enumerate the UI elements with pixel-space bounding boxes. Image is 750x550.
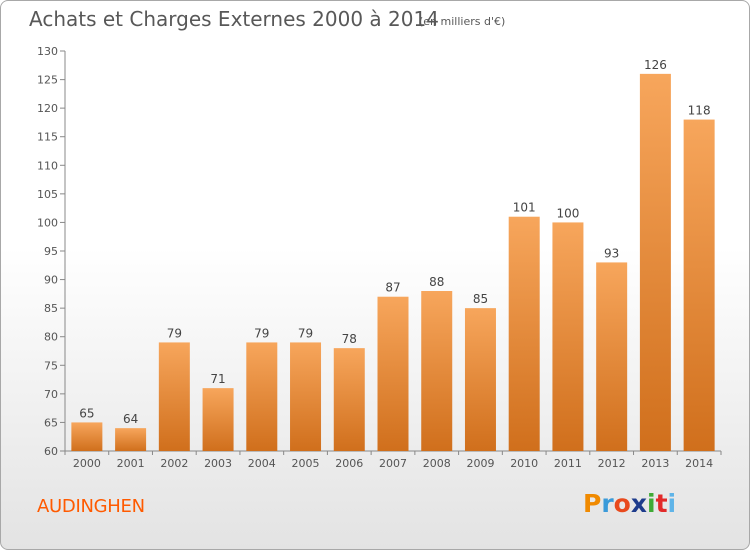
x-tick-label: 2009 (466, 457, 494, 470)
bar-value-label: 65 (79, 406, 94, 420)
logo-letter: P (583, 489, 602, 518)
y-tick-label: 105 (37, 188, 58, 201)
bar-value-label: 101 (513, 201, 536, 215)
y-tick-label: 130 (37, 45, 58, 58)
logo-letter: o (613, 489, 631, 518)
bar (421, 291, 453, 451)
logo-letter: r (601, 489, 614, 518)
x-tick-label: 2014 (685, 457, 713, 470)
commune-name: AUDINGHEN (37, 496, 145, 517)
y-tick-label: 95 (44, 245, 58, 258)
chart-unit: (en milliers d'€) (419, 15, 506, 28)
x-tick-label: 2002 (160, 457, 188, 470)
y-tick-label: 90 (44, 274, 58, 287)
bar-value-label: 79 (298, 326, 313, 340)
x-tick-label: 2006 (335, 457, 363, 470)
bar-value-label: 79 (254, 326, 269, 340)
bar (290, 342, 322, 451)
bar-value-label: 71 (210, 372, 225, 386)
bar (202, 388, 234, 451)
bar-value-label: 93 (604, 246, 619, 260)
bar (464, 308, 496, 451)
bar-value-label: 79 (167, 326, 182, 340)
bar-value-label: 64 (123, 412, 138, 426)
x-tick-label: 2010 (510, 457, 538, 470)
x-tick-label: 2003 (204, 457, 232, 470)
y-tick-label: 110 (37, 159, 58, 172)
bar (158, 342, 190, 451)
logo-letter: t (655, 489, 668, 518)
bar (377, 296, 409, 451)
bar-value-label: 78 (342, 332, 357, 346)
y-tick-label: 100 (37, 216, 58, 229)
y-tick-label: 60 (44, 445, 58, 458)
y-tick-label: 85 (44, 302, 58, 315)
bar (71, 422, 103, 451)
x-tick-label: 2012 (598, 457, 626, 470)
bar-value-label: 88 (429, 275, 444, 289)
y-tick-label: 80 (44, 331, 58, 344)
x-tick-label: 2001 (117, 457, 145, 470)
y-tick-label: 120 (37, 102, 58, 115)
y-tick-label: 70 (44, 388, 58, 401)
bar (115, 428, 147, 451)
x-tick-label: 2011 (554, 457, 582, 470)
bar (596, 262, 628, 451)
x-tick-label: 2013 (641, 457, 669, 470)
bar-value-label: 85 (473, 292, 488, 306)
logo-letter: x (630, 489, 647, 518)
y-axis: 60 65 70 75 80 85 90 95 100 105 110 115 120 125 130 (37, 45, 66, 458)
x-tick-label: 2008 (423, 457, 451, 470)
y-tick-label: 65 (44, 416, 58, 429)
logo-letter: i (647, 489, 656, 518)
chart-title: Achats et Charges Externes 2000 à 2014 (29, 7, 439, 31)
proxiti-logo: Proxiti (583, 489, 676, 518)
bar-value-label: 118 (688, 104, 711, 118)
bar (508, 216, 540, 451)
bar-value-label: 126 (644, 58, 667, 72)
logo-letter: i (667, 489, 677, 518)
x-tick-label: 2007 (379, 457, 407, 470)
y-tick-label: 75 (44, 359, 58, 372)
bars: 65 64 79 71 79 79 78 87 88 85 101 100 93 126 118 (71, 58, 715, 452)
y-tick-label: 125 (37, 74, 58, 87)
bar (333, 348, 365, 451)
y-tick-label: 115 (37, 131, 58, 144)
bar (552, 222, 584, 451)
bar-value-label: 87 (385, 281, 400, 295)
bar (639, 73, 671, 451)
x-tick-label: 2000 (73, 457, 101, 470)
bar-value-label: 100 (556, 206, 579, 220)
x-tick-label: 2005 (292, 457, 320, 470)
x-tick-label: 2004 (248, 457, 276, 470)
x-axis: 2000 2001 2002 2003 2004 2005 2006 2007 2008 2009… (64, 450, 722, 470)
bar (246, 342, 278, 451)
bar (683, 119, 715, 452)
